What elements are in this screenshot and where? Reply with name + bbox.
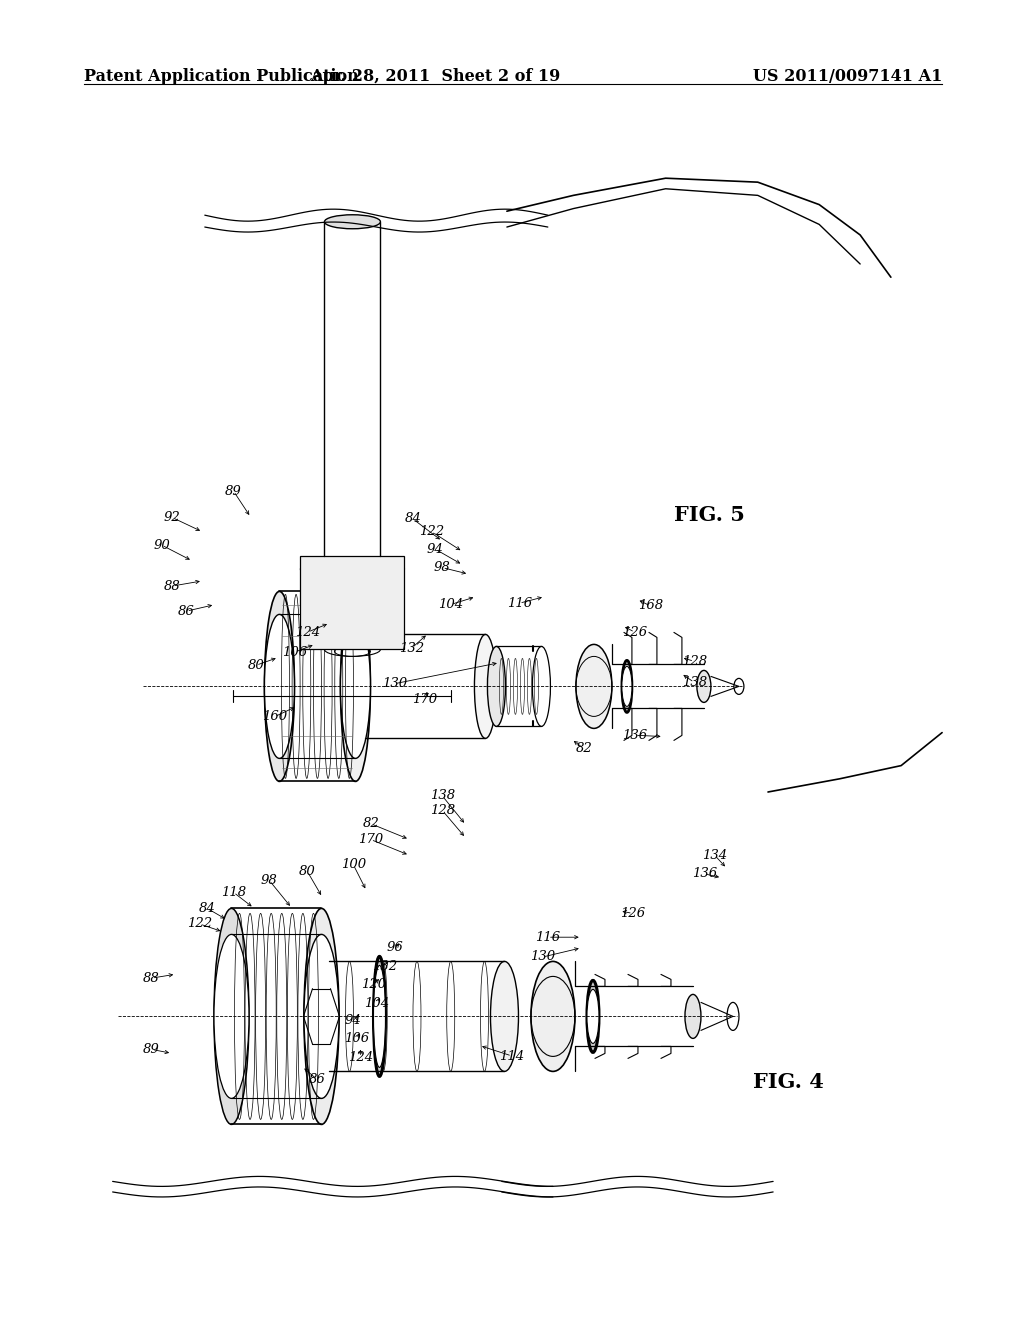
Text: 136: 136 <box>623 729 647 742</box>
Ellipse shape <box>304 908 339 1125</box>
Ellipse shape <box>214 935 249 1098</box>
Ellipse shape <box>374 965 385 1068</box>
Text: 84: 84 <box>199 902 215 915</box>
Text: 88: 88 <box>164 579 180 593</box>
Text: FIG. 5: FIG. 5 <box>674 504 744 525</box>
Ellipse shape <box>340 591 371 781</box>
Ellipse shape <box>531 961 574 1072</box>
Text: 106: 106 <box>283 645 307 659</box>
Text: 168: 168 <box>638 599 663 612</box>
Text: 130: 130 <box>382 677 407 690</box>
Text: 134: 134 <box>702 849 727 862</box>
Text: 160: 160 <box>262 710 287 723</box>
Text: 130: 130 <box>530 950 555 964</box>
Text: 88: 88 <box>143 972 160 985</box>
Text: 80: 80 <box>299 865 315 878</box>
Text: 136: 136 <box>692 867 717 880</box>
Ellipse shape <box>264 614 295 759</box>
Text: 90: 90 <box>154 539 170 552</box>
Text: 114: 114 <box>500 1049 524 1063</box>
Text: 82: 82 <box>575 742 592 755</box>
Text: 126: 126 <box>623 626 647 639</box>
Text: 89: 89 <box>143 1043 160 1056</box>
Text: US 2011/0097141 A1: US 2011/0097141 A1 <box>753 69 942 84</box>
Ellipse shape <box>622 667 632 706</box>
Ellipse shape <box>697 671 711 702</box>
Text: 116: 116 <box>536 931 560 944</box>
Text: Patent Application Publication: Patent Application Publication <box>84 69 358 84</box>
Text: 104: 104 <box>365 997 389 1010</box>
Text: 89: 89 <box>225 484 242 498</box>
Text: 170: 170 <box>358 833 383 846</box>
Text: 132: 132 <box>373 960 397 973</box>
Text: 126: 126 <box>621 907 645 920</box>
Text: 92: 92 <box>164 511 180 524</box>
Ellipse shape <box>587 990 599 1043</box>
Text: 128: 128 <box>430 804 455 817</box>
Ellipse shape <box>304 935 339 1098</box>
Ellipse shape <box>340 614 371 759</box>
Text: 122: 122 <box>420 525 444 539</box>
Text: 170: 170 <box>413 693 437 706</box>
Ellipse shape <box>490 961 518 1072</box>
Text: 120: 120 <box>361 978 386 991</box>
Ellipse shape <box>214 908 249 1125</box>
Text: 124: 124 <box>348 1051 373 1064</box>
Ellipse shape <box>575 644 612 729</box>
Ellipse shape <box>325 215 381 228</box>
Text: 100: 100 <box>341 858 366 871</box>
Ellipse shape <box>474 635 497 738</box>
Text: 138: 138 <box>682 676 707 689</box>
Text: 94: 94 <box>427 543 443 556</box>
Text: 86: 86 <box>178 605 195 618</box>
Text: 104: 104 <box>438 598 463 611</box>
Text: 118: 118 <box>221 886 246 899</box>
Text: 80: 80 <box>248 659 264 672</box>
Text: Apr. 28, 2011  Sheet 2 of 19: Apr. 28, 2011 Sheet 2 of 19 <box>310 69 560 84</box>
Polygon shape <box>300 557 404 649</box>
Ellipse shape <box>685 994 701 1039</box>
Text: 96: 96 <box>387 941 403 954</box>
Text: 98: 98 <box>434 561 451 574</box>
Ellipse shape <box>622 660 632 713</box>
Text: 106: 106 <box>344 1032 369 1045</box>
Ellipse shape <box>374 957 385 1076</box>
Text: FIG. 4: FIG. 4 <box>753 1072 823 1093</box>
Ellipse shape <box>264 591 295 781</box>
Ellipse shape <box>487 647 506 726</box>
Text: 98: 98 <box>261 874 278 887</box>
Text: 82: 82 <box>362 817 379 830</box>
Text: 122: 122 <box>187 917 212 931</box>
Text: 132: 132 <box>399 642 424 655</box>
Text: 94: 94 <box>345 1014 361 1027</box>
Text: 116: 116 <box>507 597 531 610</box>
Text: 124: 124 <box>295 626 319 639</box>
Text: 86: 86 <box>309 1073 326 1086</box>
Text: 138: 138 <box>430 789 455 803</box>
Text: 84: 84 <box>404 512 421 525</box>
Text: 128: 128 <box>682 655 707 668</box>
Ellipse shape <box>587 981 599 1052</box>
